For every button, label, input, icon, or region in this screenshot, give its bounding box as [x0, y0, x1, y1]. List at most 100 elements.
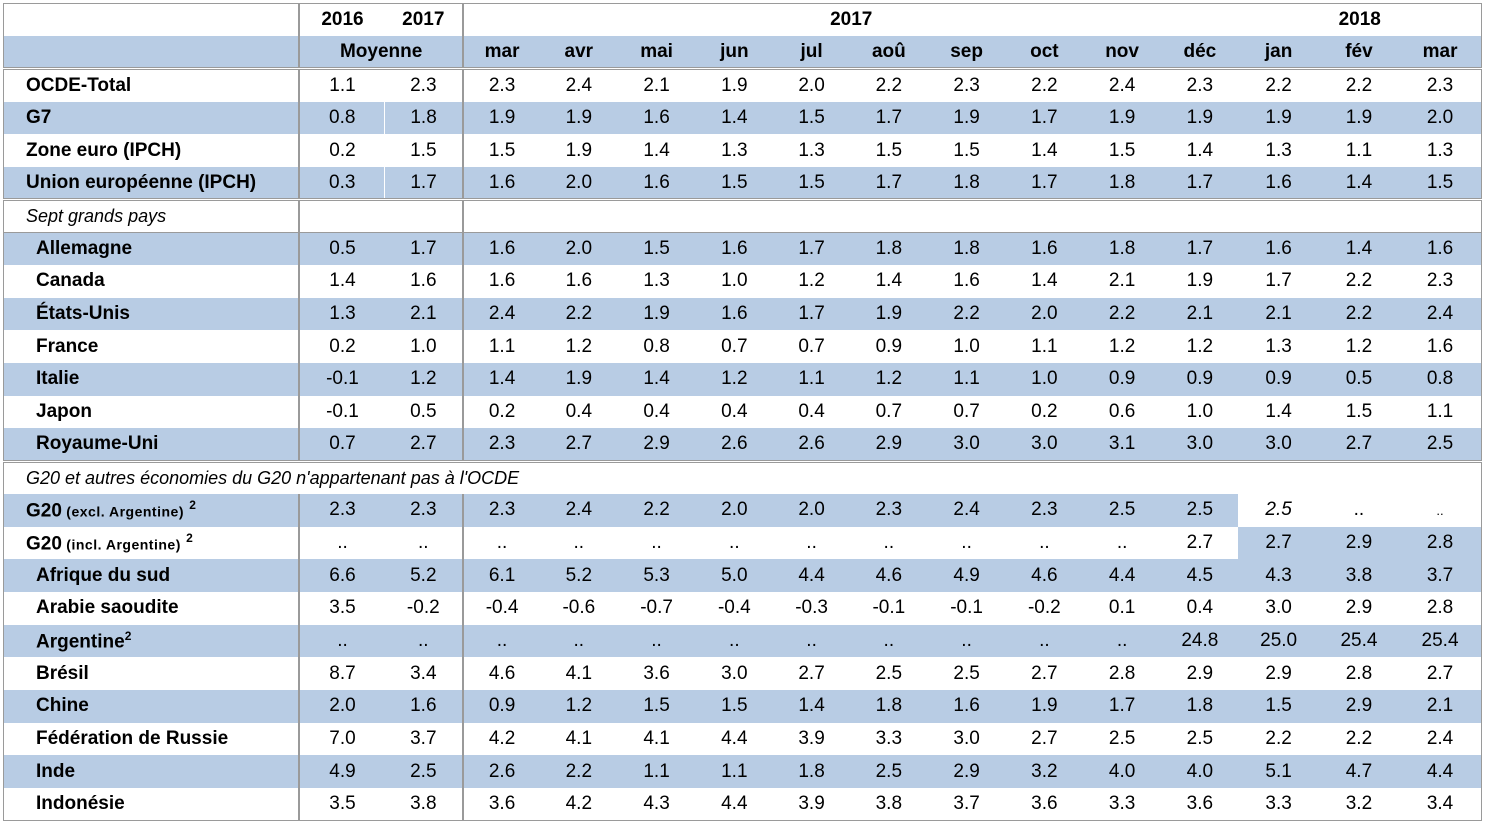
value-cell: -0.1 [298, 363, 385, 396]
value-cell: 4.9 [298, 755, 385, 788]
row-label: Argentine2 [4, 625, 300, 658]
value-cell: -0.7 [640, 597, 673, 619]
value-cell: 3.1 [1108, 433, 1136, 455]
row-label: Zone euro (IPCH) [4, 134, 300, 167]
value-cell: 1.8 [875, 695, 903, 717]
value-cell: .. [298, 526, 385, 560]
value-cell: 2.4 [540, 67, 618, 102]
value-cell: 0.2 [298, 134, 385, 167]
table-body: OCDE-Total 1.1 2.3 2.3 2.4 2.1 1.9 2.0 2.2 2.3 2.2… [3, 67, 1482, 821]
value-cell: 2.4 [565, 499, 593, 521]
value-cell: 4.1 [565, 662, 593, 684]
value-cell: 1.2 [410, 368, 437, 390]
value-cell: 2.5 [1108, 727, 1136, 749]
value-cell: .. [806, 531, 817, 553]
value-cell: 1.4 [875, 270, 903, 292]
value-cell: 2.1 [617, 67, 696, 102]
value-cell: 5.2 [565, 564, 593, 586]
table-row: G20 (excl. Argentine) 2 2.3 2.3 2.3 2.4 2.2 2.… [3, 493, 1482, 527]
header-corner-2 [4, 36, 300, 69]
value-cell: 3.3 [1108, 793, 1136, 815]
value-cell: 2.9 [953, 760, 980, 782]
value-cell: 1.7 [410, 171, 437, 193]
value-cell: 1.7 [875, 106, 903, 128]
value-cell: 2.2 [1005, 67, 1083, 102]
value-cell: 1.6 [1426, 335, 1454, 357]
value-cell: 1.9 [875, 303, 903, 325]
value-cell: 1.5 [643, 695, 670, 717]
header-month: aoû [871, 40, 906, 62]
row-label: Chine [4, 690, 300, 723]
value-cell: 0.4 [1186, 597, 1214, 619]
value-cell: 4.4 [1426, 760, 1454, 782]
value-cell: 2.8 [1345, 662, 1373, 684]
row-label-text: Italie [36, 368, 80, 390]
value-cell: -0.1 [950, 597, 983, 619]
value-cell: .. [729, 629, 740, 651]
header-row-years: 2016 2017 2017 2018 [4, 3, 1482, 37]
value-cell: 1.9 [565, 139, 593, 161]
value-cell: 1.1 [1426, 401, 1454, 423]
value-cell: 1.0 [410, 335, 437, 357]
value-cell: 0.7 [298, 428, 385, 462]
value-cell: 3.7 [1426, 564, 1454, 586]
value-cell: 1.8 [927, 231, 1006, 265]
table-row: Brésil 8.7 3.4 4.6 4.1 3.6 3.0 2.7 2.5 2.5 2.7 2.8 2… [4, 657, 1482, 690]
value-cell: -0.4 [717, 597, 751, 619]
value-cell: 2.2 [1238, 67, 1319, 102]
value-cell: 1.1 [461, 330, 541, 364]
value-cell: 3.8 [410, 793, 437, 815]
value-cell: 1.2 [875, 368, 903, 390]
value-cell: 1.9 [953, 106, 980, 128]
value-cell: 2.9 [875, 433, 903, 455]
value-cell: -0.6 [562, 597, 596, 619]
value-cell: 3.6 [1031, 793, 1058, 815]
value-cell: 3.5 [298, 788, 385, 821]
row-label-text: États-Unis [36, 303, 130, 325]
row-label-text: Canada [36, 270, 105, 292]
value-cell: 1.4 [298, 265, 385, 298]
value-cell: 1.9 [1186, 270, 1214, 292]
table-row: Argentine2...................... 24.8 25.0… [3, 624, 1482, 658]
table-row: États-Unis 1.3 2.1 2.4 2.2 1.9 1.6 1.7 1.9 2.2 2.0… [3, 297, 1482, 331]
value-cell: 2.9 [643, 433, 670, 455]
value-cell: 0.5 [298, 231, 385, 265]
table-row: Afrique du sud 6.6 5.2 6.1 5.2 5.3 5.0 4.4 4.6 4.… [3, 559, 1482, 592]
value-cell: 1.3 [298, 297, 385, 331]
footnote-marker: 2 [124, 628, 132, 643]
value-cell: 1.1 [798, 368, 825, 390]
value-cell: 1.1 [298, 67, 385, 102]
footnote-marker: 2 [186, 530, 193, 545]
value-cell: 2.3 [461, 493, 541, 527]
value-cell: 3.2 [1031, 760, 1058, 782]
value-cell: 2.6 [721, 433, 748, 455]
row-label-text: G20 [26, 533, 62, 554]
value-cell: 1.6 [1265, 171, 1292, 193]
value-cell: 2.7 [1186, 531, 1214, 553]
row-label-text: Japon [36, 401, 92, 423]
value-cell: 2.2 [643, 499, 670, 521]
value-cell: 25.4 [1340, 629, 1378, 651]
value-cell: -0.3 [795, 597, 828, 619]
value-cell: 3.8 [875, 793, 903, 815]
value-cell: 1.6 [565, 270, 593, 292]
value-cell: 1.4 [798, 695, 825, 717]
value-cell: 1.7 [1031, 106, 1058, 128]
value-cell: 1.4 [1345, 171, 1373, 193]
value-cell: 4.0 [1186, 760, 1214, 782]
value-cell: 0.4 [565, 401, 593, 423]
value-cell: 2.1 [1186, 303, 1214, 325]
row-label: G20 (incl. Argentine) 2 [4, 527, 300, 560]
value-cell: .. [461, 624, 541, 658]
row-label: Allemagne [3, 231, 300, 265]
value-cell: 1.0 [1031, 368, 1058, 390]
value-cell: 1.6 [953, 695, 980, 717]
table-row: Zone euro (IPCH) 0.2 1.5 1.5 1.9 1.4 1.3 1.3 1.5… [4, 134, 1482, 167]
header-corner [4, 4, 300, 37]
value-cell: 4.1 [643, 727, 670, 749]
value-cell: 1.7 [798, 303, 825, 325]
value-cell: 2.7 [410, 433, 437, 455]
value-cell: 1.1 [953, 368, 980, 390]
value-cell: 2.3 [384, 67, 463, 102]
value-cell: 4.4 [721, 793, 748, 815]
